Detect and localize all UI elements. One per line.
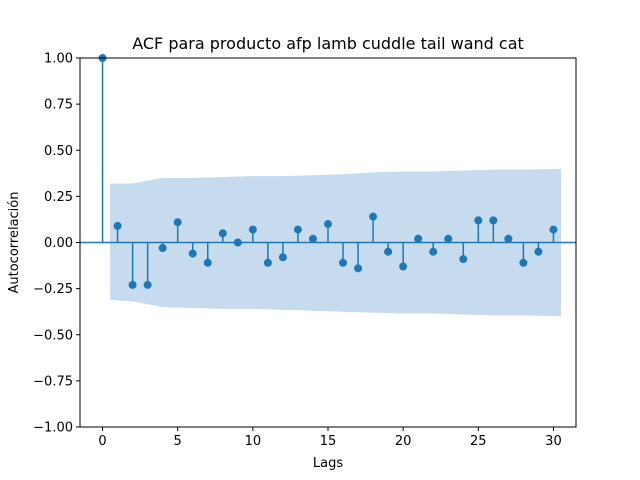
acf-point — [354, 264, 363, 273]
y-tick-label: 0.00 — [44, 236, 73, 251]
acf-point — [474, 216, 483, 225]
y-tick-label: −0.50 — [33, 328, 73, 343]
acf-point — [233, 238, 242, 247]
acf-point — [519, 258, 528, 267]
y-tick-label: 0.25 — [44, 190, 73, 205]
y-tick-label: −1.00 — [33, 421, 73, 436]
x-tick-label: 15 — [320, 434, 337, 449]
acf-point — [369, 212, 378, 221]
acf-point — [489, 216, 498, 225]
chart-title: ACF para producto afp lamb cuddle tail w… — [132, 34, 524, 53]
y-tick-label: 0.75 — [44, 98, 73, 113]
acf-point — [293, 225, 302, 234]
acf-point — [444, 234, 453, 243]
acf-point — [504, 234, 513, 243]
acf-point — [143, 280, 152, 289]
acf-point — [263, 258, 272, 267]
y-ticks-layer: −1.00 −0.75 −0.50 −0.25 0.00 0.25 0.50 0.75 1.00 — [33, 52, 80, 436]
y-axis-label: Autocorrelación — [7, 192, 22, 294]
acf-point — [339, 258, 348, 267]
acf-point — [203, 258, 212, 267]
y-tick-label: −0.25 — [33, 282, 73, 297]
acf-point — [459, 255, 468, 264]
acf-point — [324, 220, 332, 229]
acf-point — [218, 229, 227, 238]
acf-point — [113, 221, 122, 230]
x-tick-label: 25 — [470, 434, 487, 449]
acf-point — [188, 249, 197, 258]
y-tick-label: −0.75 — [33, 374, 73, 389]
acf-point — [173, 218, 182, 227]
markers-layer — [98, 54, 558, 289]
acf-point — [128, 280, 137, 289]
x-tick-label: 30 — [545, 434, 562, 449]
acf-point — [534, 247, 543, 256]
y-tick-label: 0.50 — [44, 144, 73, 159]
x-tick-label: 0 — [98, 434, 106, 449]
y-tick-label: 1.00 — [44, 52, 73, 67]
x-tick-label: 5 — [174, 434, 182, 449]
x-axis-label: Lags — [313, 456, 343, 471]
acf-point — [414, 234, 423, 243]
acf-point — [429, 247, 438, 256]
acf-point — [549, 225, 558, 234]
x-ticks-layer: 0 5 10 15 20 25 30 — [98, 427, 562, 449]
acf-point — [278, 253, 287, 262]
acf-point — [248, 225, 257, 234]
acf-point — [308, 234, 317, 243]
acf-point — [399, 262, 408, 271]
x-tick-label: 10 — [245, 434, 262, 449]
acf-point — [384, 247, 393, 256]
x-tick-label: 20 — [395, 434, 412, 449]
acf-point — [158, 244, 167, 253]
